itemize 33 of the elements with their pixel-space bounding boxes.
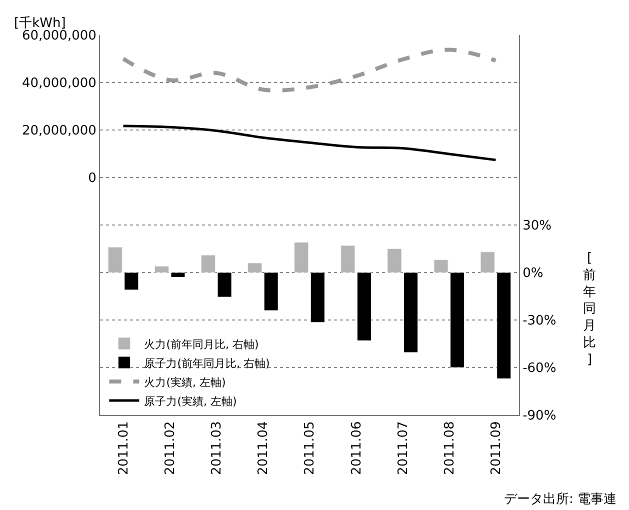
line-series — [121, 48, 498, 93]
x-tick-label: 2011.09 — [488, 421, 504, 475]
x-tick-label: 2011.02 — [163, 421, 178, 475]
x-tick-label: 2011.03 — [210, 421, 225, 475]
y-tick-label: 60,000,000 — [22, 28, 96, 44]
legend-label: 火力(前年同月比, 右軸) — [144, 338, 259, 351]
y-tick-label: 40,000,000 — [22, 76, 96, 92]
x-tick-label: 2011.07 — [396, 421, 411, 475]
x-tick-label: 2011.04 — [256, 421, 272, 475]
bar — [264, 272, 278, 311]
x-tick-label: 2011.08 — [442, 421, 458, 475]
x-tick-label: 2011.01 — [116, 421, 132, 475]
y-axis-title: [千kWh] — [14, 16, 66, 31]
legend-label: 原子力(実績, 左軸) — [144, 394, 237, 408]
y2-axis-title: [前年同月比] — [583, 251, 596, 368]
bar — [340, 245, 356, 273]
line-series — [122, 124, 497, 162]
bar — [294, 242, 309, 273]
y2-tick-label: 0% — [522, 266, 544, 282]
y-tick-label: 0 — [88, 171, 96, 186]
y-tick-label: 20,000,000 — [22, 124, 96, 139]
y2-tick-label: -30% — [522, 314, 556, 329]
text: データ出所: 電事連 — [504, 492, 617, 507]
y2-tick-label: -90% — [522, 408, 556, 424]
y2-tick-label: -60% — [522, 361, 556, 376]
x-tick-label: 2011.05 — [302, 421, 318, 475]
bar — [248, 262, 262, 273]
y2-tick-label: 30% — [522, 218, 552, 234]
bar — [356, 272, 372, 341]
legend-label: 火力(実績, 左軸) — [144, 376, 226, 389]
bar — [310, 272, 325, 323]
x-tick-label: 2011.06 — [349, 421, 364, 475]
legend-label: 原子力(前年同月比, 右軸) — [144, 356, 270, 370]
